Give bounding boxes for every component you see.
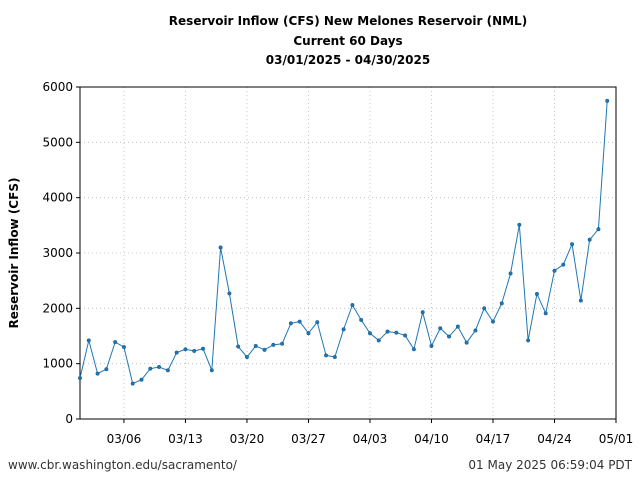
data-point — [359, 317, 364, 322]
data-point — [315, 320, 320, 325]
footer-timestamp: 01 May 2025 06:59:04 PDT — [468, 458, 632, 472]
data-point — [130, 381, 135, 386]
data-point — [157, 364, 162, 369]
y-axis-label: Reservoir Inflow (CFS) — [7, 178, 21, 329]
data-point — [77, 376, 82, 381]
data-point — [288, 321, 293, 326]
x-tick-label: 03/27 — [291, 432, 326, 446]
x-tick-label: 04/17 — [476, 432, 511, 446]
y-tick-label: 3000 — [42, 246, 73, 260]
data-point — [227, 291, 232, 296]
x-tick-label: 03/06 — [107, 432, 142, 446]
data-point — [561, 262, 566, 267]
x-tick-label: 04/03 — [353, 432, 388, 446]
data-point — [332, 355, 337, 360]
data-point — [499, 301, 504, 306]
data-point — [455, 324, 460, 329]
data-point — [473, 328, 478, 333]
data-point — [482, 306, 487, 311]
x-axis: 03/06 03/13 03/20 03/27 04/03 04/10 04/17 04/24… — [107, 419, 634, 446]
data-point — [104, 367, 109, 372]
y-tick-label: 0 — [65, 412, 73, 426]
data-point — [376, 338, 381, 343]
data-point — [271, 342, 276, 347]
data-point — [596, 227, 601, 232]
data-point — [113, 340, 118, 345]
data-point — [209, 368, 214, 373]
data-point — [341, 327, 346, 332]
data-point — [534, 291, 539, 296]
y-tick-label: 2000 — [42, 301, 73, 315]
chart-title-line-2: Current 60 Days — [293, 34, 403, 48]
data-point — [552, 268, 557, 273]
data-point — [605, 98, 610, 103]
data-point — [86, 338, 91, 343]
x-tick-label: 03/20 — [230, 432, 265, 446]
data-point — [490, 319, 495, 324]
data-point — [253, 343, 258, 348]
data-point — [95, 371, 100, 376]
x-tick-label: 05/01 — [599, 432, 634, 446]
y-tick-label: 6000 — [42, 80, 73, 94]
data-point — [464, 340, 469, 345]
data-point — [201, 346, 206, 351]
data-point — [394, 330, 399, 335]
data-point — [306, 331, 311, 336]
data-point — [192, 348, 197, 353]
data-point — [429, 343, 434, 348]
chart-title-line-3: 03/01/2025 - 04/30/2025 — [265, 53, 431, 67]
series-layer — [77, 98, 610, 386]
data-point — [350, 303, 355, 308]
data-point — [385, 329, 390, 334]
data-point — [403, 333, 408, 338]
x-tick-label: 04/10 — [414, 432, 449, 446]
x-tick-label: 03/13 — [168, 432, 203, 446]
data-point — [244, 355, 249, 360]
data-point — [183, 347, 188, 352]
data-point — [165, 368, 170, 373]
grid-layer — [80, 87, 616, 419]
data-point — [570, 242, 575, 247]
chart-title-line-1: Reservoir Inflow (CFS) New Melones Reser… — [168, 14, 528, 28]
data-point — [587, 237, 592, 242]
data-point — [578, 298, 583, 303]
data-point — [236, 344, 241, 349]
data-point — [139, 377, 144, 382]
data-point — [280, 341, 285, 346]
data-point — [324, 353, 329, 358]
data-point — [447, 334, 452, 339]
data-point — [121, 345, 126, 350]
data-point — [543, 311, 548, 316]
y-tick-label: 1000 — [42, 357, 73, 371]
data-point — [262, 347, 267, 352]
footer-source-link[interactable]: www.cbr.washington.edu/sacramento/ — [8, 458, 237, 472]
data-point — [508, 271, 513, 276]
data-point — [148, 366, 153, 371]
y-tick-label: 4000 — [42, 191, 73, 205]
data-point — [367, 331, 372, 336]
data-point — [517, 222, 522, 227]
data-point — [420, 310, 425, 315]
data-point — [411, 347, 416, 352]
data-point — [174, 350, 179, 355]
data-point — [526, 338, 531, 343]
y-tick-label: 5000 — [42, 135, 73, 149]
data-point — [297, 319, 302, 324]
x-tick-label: 04/24 — [537, 432, 572, 446]
y-axis: 0 1000 2000 3000 4000 5000 6000 — [42, 80, 80, 426]
data-point — [218, 245, 223, 250]
data-point — [438, 326, 443, 331]
